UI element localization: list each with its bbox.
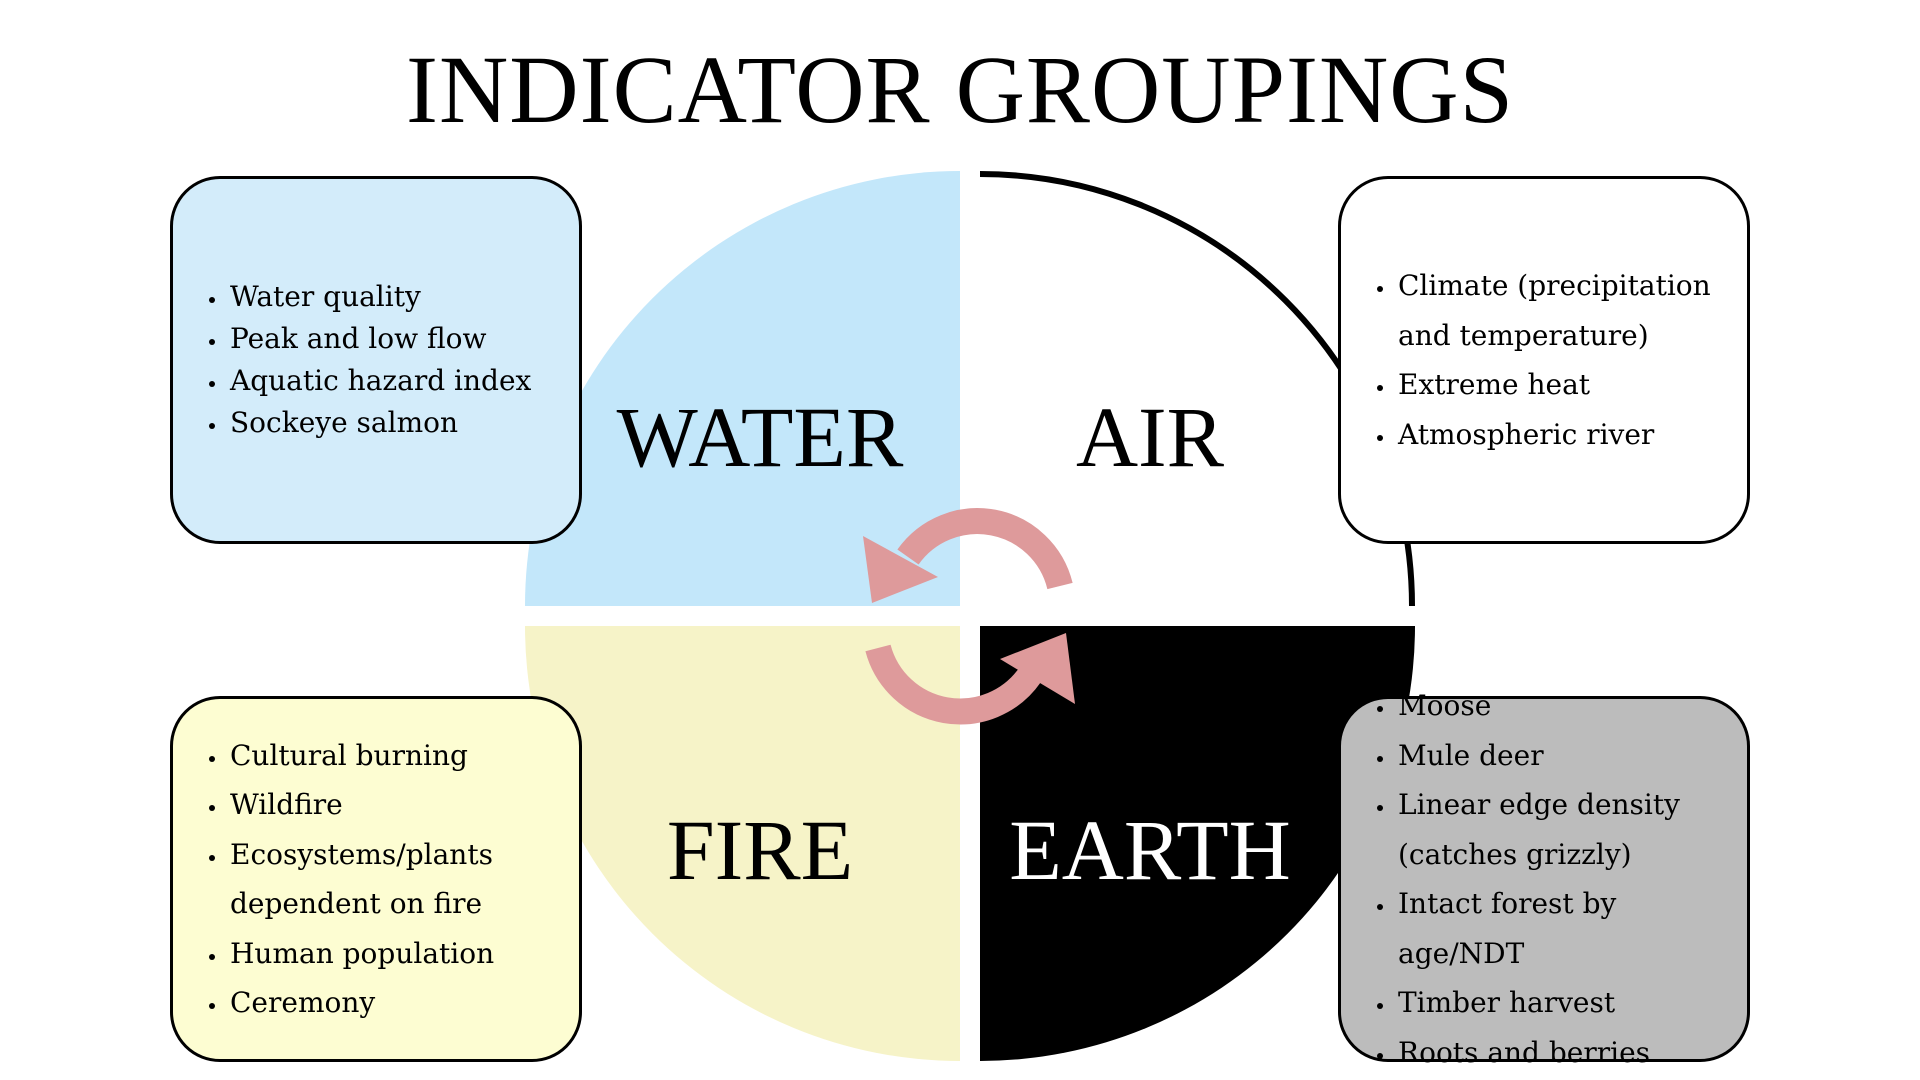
cycle-arrow-bottom (865, 644, 1041, 725)
fire-label: FIRE (666, 802, 854, 898)
earth-indicators-box: Moose Mule deer Linear edge density (cat… (1338, 689, 1750, 1069)
list-item: Wildfire (228, 780, 579, 830)
list-item: Timber harvest (1396, 978, 1747, 1028)
page-title: INDICATOR GROUPINGS (406, 36, 1514, 143)
list-item: Ceremony (228, 978, 579, 1028)
air-indicators-box: Climate (precipitation and temperature) … (1338, 176, 1750, 544)
list-item: Peak and low flow (228, 318, 579, 360)
list-item: Extreme heat (1396, 360, 1747, 410)
water-quadrant (525, 171, 960, 606)
list-item: Linear edge density (catches grizzly) (1396, 780, 1747, 879)
list-item: Moose (1396, 681, 1747, 731)
list-item: Human population (228, 929, 579, 979)
fire-indicator-list: Cultural burning Wildfire Ecosystems/pla… (173, 731, 579, 1028)
fire-quadrant (525, 626, 960, 1061)
water-indicator-list: Water quality Peak and low flow Aquatic … (173, 276, 579, 444)
water-indicators-box: Water quality Peak and low flow Aquatic … (170, 176, 582, 544)
list-item: Sockeye salmon (228, 402, 579, 444)
cycle-arrow-bottom-head (1000, 633, 1075, 704)
fire-indicators-box: Cultural burning Wildfire Ecosystems/pla… (170, 696, 582, 1062)
air-label: AIR (1075, 389, 1225, 485)
list-item: Aquatic hazard index (228, 360, 579, 402)
list-item: Mule deer (1396, 731, 1747, 781)
list-item: Roots and berries (1396, 1028, 1747, 1078)
earth-label: EARTH (1009, 802, 1291, 898)
earth-quadrant (980, 626, 1415, 1061)
list-item: Cultural burning (228, 731, 579, 781)
earth-indicator-list: Moose Mule deer Linear edge density (cat… (1341, 681, 1747, 1077)
water-label: WATER (616, 389, 904, 485)
air-indicator-list: Climate (precipitation and temperature) … (1341, 261, 1747, 459)
list-item: Ecosystems/plants dependent on fire (228, 830, 579, 929)
list-item: Climate (precipitation and temperature) (1396, 261, 1747, 360)
cycle-arrow-top (897, 508, 1073, 590)
list-item: Atmospheric river (1396, 410, 1747, 460)
cycle-arrow-top-head (863, 536, 938, 603)
list-item: Water quality (228, 276, 579, 318)
list-item: Intact forest by age/NDT (1396, 879, 1747, 978)
